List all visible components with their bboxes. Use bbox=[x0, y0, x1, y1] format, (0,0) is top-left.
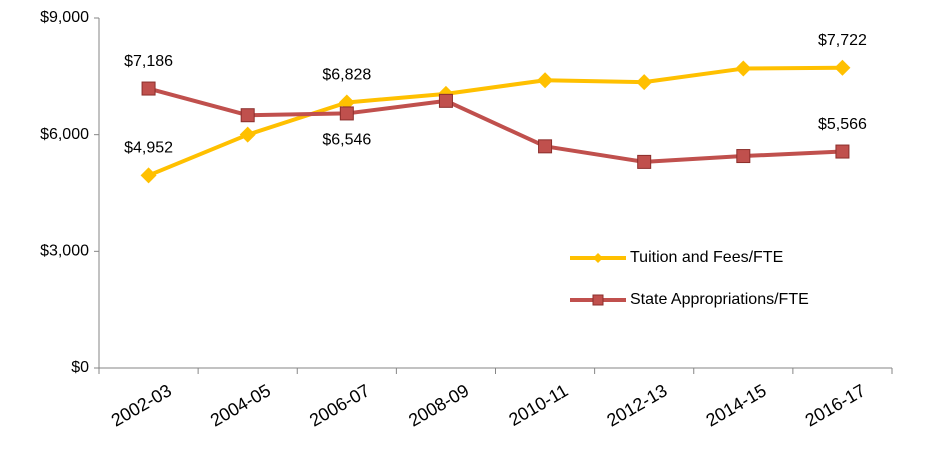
data-point bbox=[736, 149, 751, 164]
legend-label: State Appropriations/FTE bbox=[630, 291, 809, 308]
data-point bbox=[637, 154, 652, 169]
legend-marker bbox=[592, 294, 604, 306]
x-tick-label: 2002-03 bbox=[108, 380, 175, 430]
y-tick-label: $3,000 bbox=[40, 243, 89, 260]
x-tick-label: 2016-17 bbox=[802, 380, 869, 430]
data-label: $5,566 bbox=[818, 116, 867, 133]
x-tick-label: 2004-05 bbox=[207, 380, 274, 430]
data-label: $4,952 bbox=[124, 140, 173, 157]
data-point bbox=[735, 60, 752, 77]
data-point bbox=[240, 108, 255, 123]
x-tick-label: 2008-09 bbox=[405, 380, 472, 430]
data-point bbox=[537, 72, 554, 89]
legend-marker bbox=[593, 253, 603, 263]
legend-label: Tuition and Fees/FTE bbox=[630, 249, 783, 266]
x-tick-label: 2010-11 bbox=[505, 380, 571, 430]
data-label: $7,186 bbox=[124, 53, 173, 70]
data-point bbox=[835, 144, 850, 159]
data-point bbox=[239, 126, 256, 143]
series-line bbox=[147, 65, 843, 178]
data-point bbox=[141, 81, 156, 96]
y-tick-label: $0 bbox=[71, 359, 89, 376]
data-point bbox=[636, 74, 653, 91]
data-point bbox=[339, 106, 354, 121]
data-point bbox=[538, 139, 553, 154]
x-tick-label: 2014-15 bbox=[702, 380, 769, 430]
x-tick-label: 2006-07 bbox=[306, 380, 373, 430]
data-point bbox=[438, 93, 453, 108]
data-label: $7,722 bbox=[818, 32, 867, 49]
data-point bbox=[140, 167, 157, 184]
y-tick-label: $9,000 bbox=[40, 9, 89, 26]
data-label: $6,546 bbox=[322, 132, 371, 149]
data-label: $6,828 bbox=[322, 67, 371, 84]
series-line bbox=[148, 86, 843, 164]
y-tick-label: $6,000 bbox=[40, 126, 89, 143]
data-point bbox=[834, 59, 851, 76]
x-tick-label: 2012-13 bbox=[603, 380, 670, 430]
